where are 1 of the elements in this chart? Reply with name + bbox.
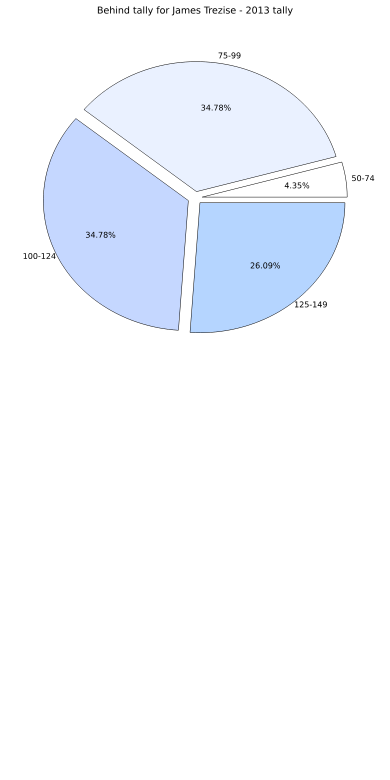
chart-title: Behind tally for James Trezise - 2013 tally	[98, 6, 293, 16]
